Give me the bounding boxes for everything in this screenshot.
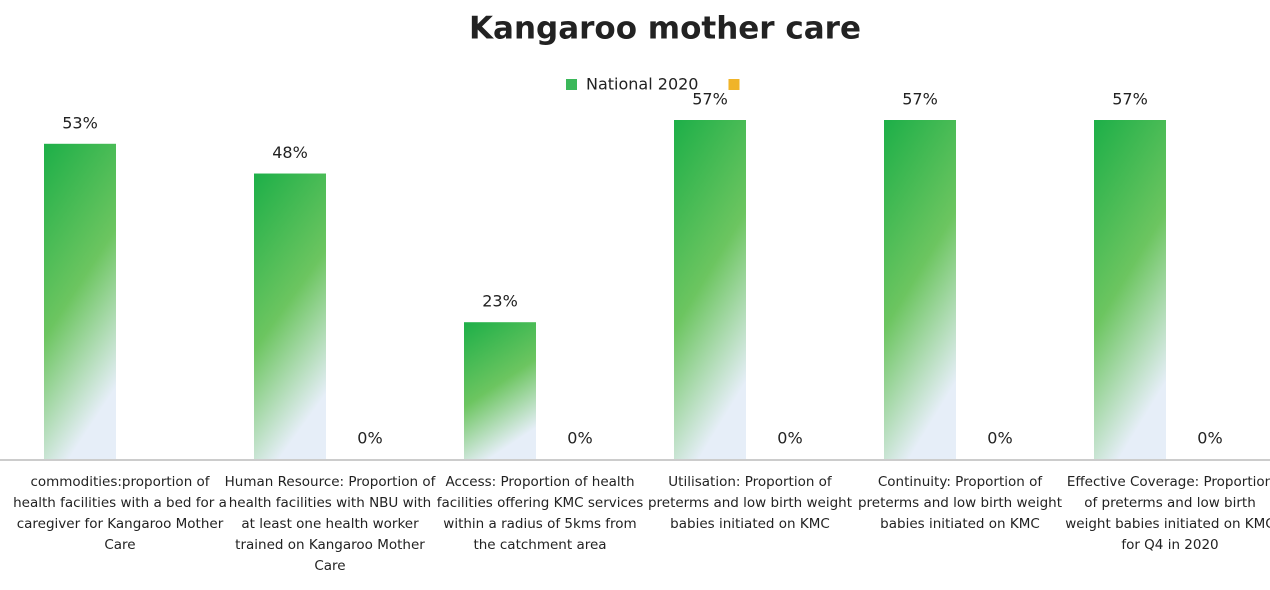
x-tick-label: Access: Proportion of health facilities …: [436, 474, 644, 553]
data-label: 0%: [567, 429, 592, 448]
data-label: 53%: [62, 113, 98, 132]
x-tick-label: commodities:proportion of health facilit…: [13, 474, 227, 553]
legend-label: National 2020: [586, 75, 698, 94]
bar: [254, 173, 326, 460]
data-label: 57%: [902, 90, 938, 109]
bar: [674, 120, 746, 459]
bar: [884, 120, 956, 459]
bar: [44, 143, 116, 459]
data-label: 0%: [1197, 429, 1222, 448]
data-label: 57%: [1112, 90, 1148, 109]
x-tick-label: Human Resource: Proportion of health fac…: [224, 474, 436, 574]
x-tick-label: Continuity: Proportion of preterms and l…: [857, 474, 1063, 532]
legend-swatch: [728, 79, 740, 90]
data-label: 0%: [357, 429, 382, 448]
x-tick-label: Effective Coverage: Proportion of preter…: [1065, 474, 1270, 553]
chart-title: Kangaroo mother care: [469, 11, 861, 47]
bar: [464, 322, 536, 459]
data-label: 48%: [272, 143, 308, 162]
data-label: 23%: [482, 292, 518, 311]
x-tick-label: Utilisation: Proportion of preterms and …: [647, 474, 853, 532]
data-label: 0%: [987, 429, 1012, 448]
data-label: 0%: [777, 429, 802, 448]
legend-swatch: [566, 79, 577, 90]
bar: [1094, 120, 1166, 459]
data-label: 57%: [692, 90, 728, 109]
